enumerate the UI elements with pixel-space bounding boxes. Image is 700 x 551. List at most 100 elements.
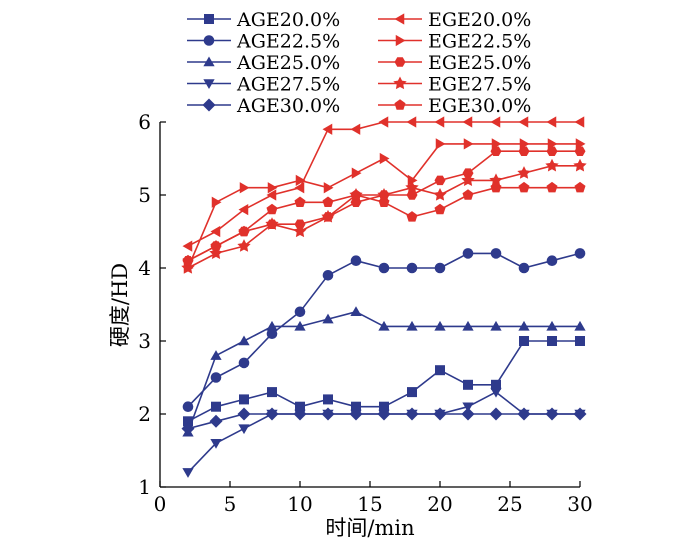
data-point xyxy=(211,196,222,208)
data-point xyxy=(350,189,362,200)
data-point xyxy=(546,255,558,266)
data-point xyxy=(490,146,502,156)
data-point xyxy=(462,402,474,413)
data-point xyxy=(350,306,362,317)
data-point xyxy=(406,116,417,128)
data-point xyxy=(573,407,587,421)
data-point xyxy=(462,189,474,200)
data-point xyxy=(405,180,419,194)
legend-item: EGE30.0% xyxy=(378,95,531,117)
data-point xyxy=(294,306,306,318)
data-point xyxy=(546,146,558,156)
data-point xyxy=(435,365,445,376)
legend-marker xyxy=(394,99,406,110)
data-point xyxy=(239,394,249,405)
data-point xyxy=(406,190,418,200)
legend-item: AGE27.5% xyxy=(187,74,340,96)
y-tick-label: 2 xyxy=(138,402,151,426)
data-point xyxy=(322,123,333,135)
legend-label: EGE30.0% xyxy=(428,95,531,117)
data-point xyxy=(517,407,531,421)
data-point xyxy=(461,407,475,421)
data-point xyxy=(351,401,361,412)
data-point xyxy=(265,217,279,230)
x-tick-label: 15 xyxy=(357,492,382,516)
legend-label: EGE27.5% xyxy=(428,74,531,96)
legend-marker xyxy=(395,34,406,47)
data-point xyxy=(209,414,223,428)
data-point xyxy=(379,152,390,165)
series-age30-0- xyxy=(181,407,587,436)
data-point xyxy=(519,336,529,346)
data-point xyxy=(377,407,391,421)
data-point xyxy=(463,379,473,390)
data-point xyxy=(322,270,334,281)
data-point xyxy=(574,248,586,259)
data-point xyxy=(181,422,195,436)
data-point xyxy=(575,336,585,346)
data-point xyxy=(462,320,474,331)
data-point xyxy=(238,225,250,237)
x-tick-label: 5 xyxy=(224,492,237,516)
data-point xyxy=(265,407,279,421)
data-point xyxy=(294,219,306,229)
data-point xyxy=(183,416,193,427)
legend-marker xyxy=(393,76,407,90)
data-point xyxy=(237,407,251,421)
data-point xyxy=(295,174,306,187)
data-point xyxy=(490,320,502,331)
data-point xyxy=(267,182,278,194)
data-point xyxy=(434,262,446,274)
data-point xyxy=(238,203,249,216)
x-tick-label: 20 xyxy=(427,492,452,516)
data-point xyxy=(547,336,557,346)
data-point xyxy=(238,357,250,369)
data-point xyxy=(209,246,223,260)
data-point xyxy=(406,320,418,331)
legend-label: AGE22.5% xyxy=(236,31,340,53)
data-point xyxy=(379,401,389,412)
x-tick-label: 25 xyxy=(497,492,522,516)
series-age20-0- xyxy=(183,336,585,427)
legend-label: EGE25.0% xyxy=(428,52,531,74)
data-point xyxy=(546,320,558,331)
data-point xyxy=(210,350,222,360)
legend-item: AGE30.0% xyxy=(187,95,340,117)
series-ege20-0- xyxy=(182,116,585,252)
data-point xyxy=(462,168,474,178)
legend-marker xyxy=(204,14,214,24)
data-point xyxy=(295,401,305,412)
legend-marker xyxy=(394,13,405,25)
data-point xyxy=(378,196,390,207)
data-point xyxy=(490,248,502,259)
data-point xyxy=(182,254,194,266)
x-tick-label: 10 xyxy=(287,492,312,516)
data-point xyxy=(407,387,417,398)
data-point xyxy=(433,188,447,201)
data-point xyxy=(294,182,305,194)
series-age25-0- xyxy=(182,306,586,437)
data-point xyxy=(238,424,250,435)
data-point xyxy=(266,320,278,331)
series-ege30-0- xyxy=(182,181,586,266)
data-point xyxy=(490,387,502,398)
data-point xyxy=(182,401,194,413)
data-point xyxy=(321,209,335,223)
data-point xyxy=(462,116,473,128)
data-point xyxy=(574,146,586,156)
data-point xyxy=(182,240,193,252)
data-point xyxy=(350,123,361,135)
data-point xyxy=(406,211,418,222)
data-point xyxy=(462,248,474,259)
data-point xyxy=(239,182,250,194)
data-point xyxy=(293,407,307,421)
data-point xyxy=(237,239,251,252)
data-point xyxy=(322,196,334,207)
data-point xyxy=(434,320,446,331)
data-point xyxy=(267,387,277,398)
legend-label: EGE22.5% xyxy=(428,31,531,53)
data-point xyxy=(238,335,250,346)
data-point xyxy=(406,262,418,274)
data-point xyxy=(518,320,530,331)
